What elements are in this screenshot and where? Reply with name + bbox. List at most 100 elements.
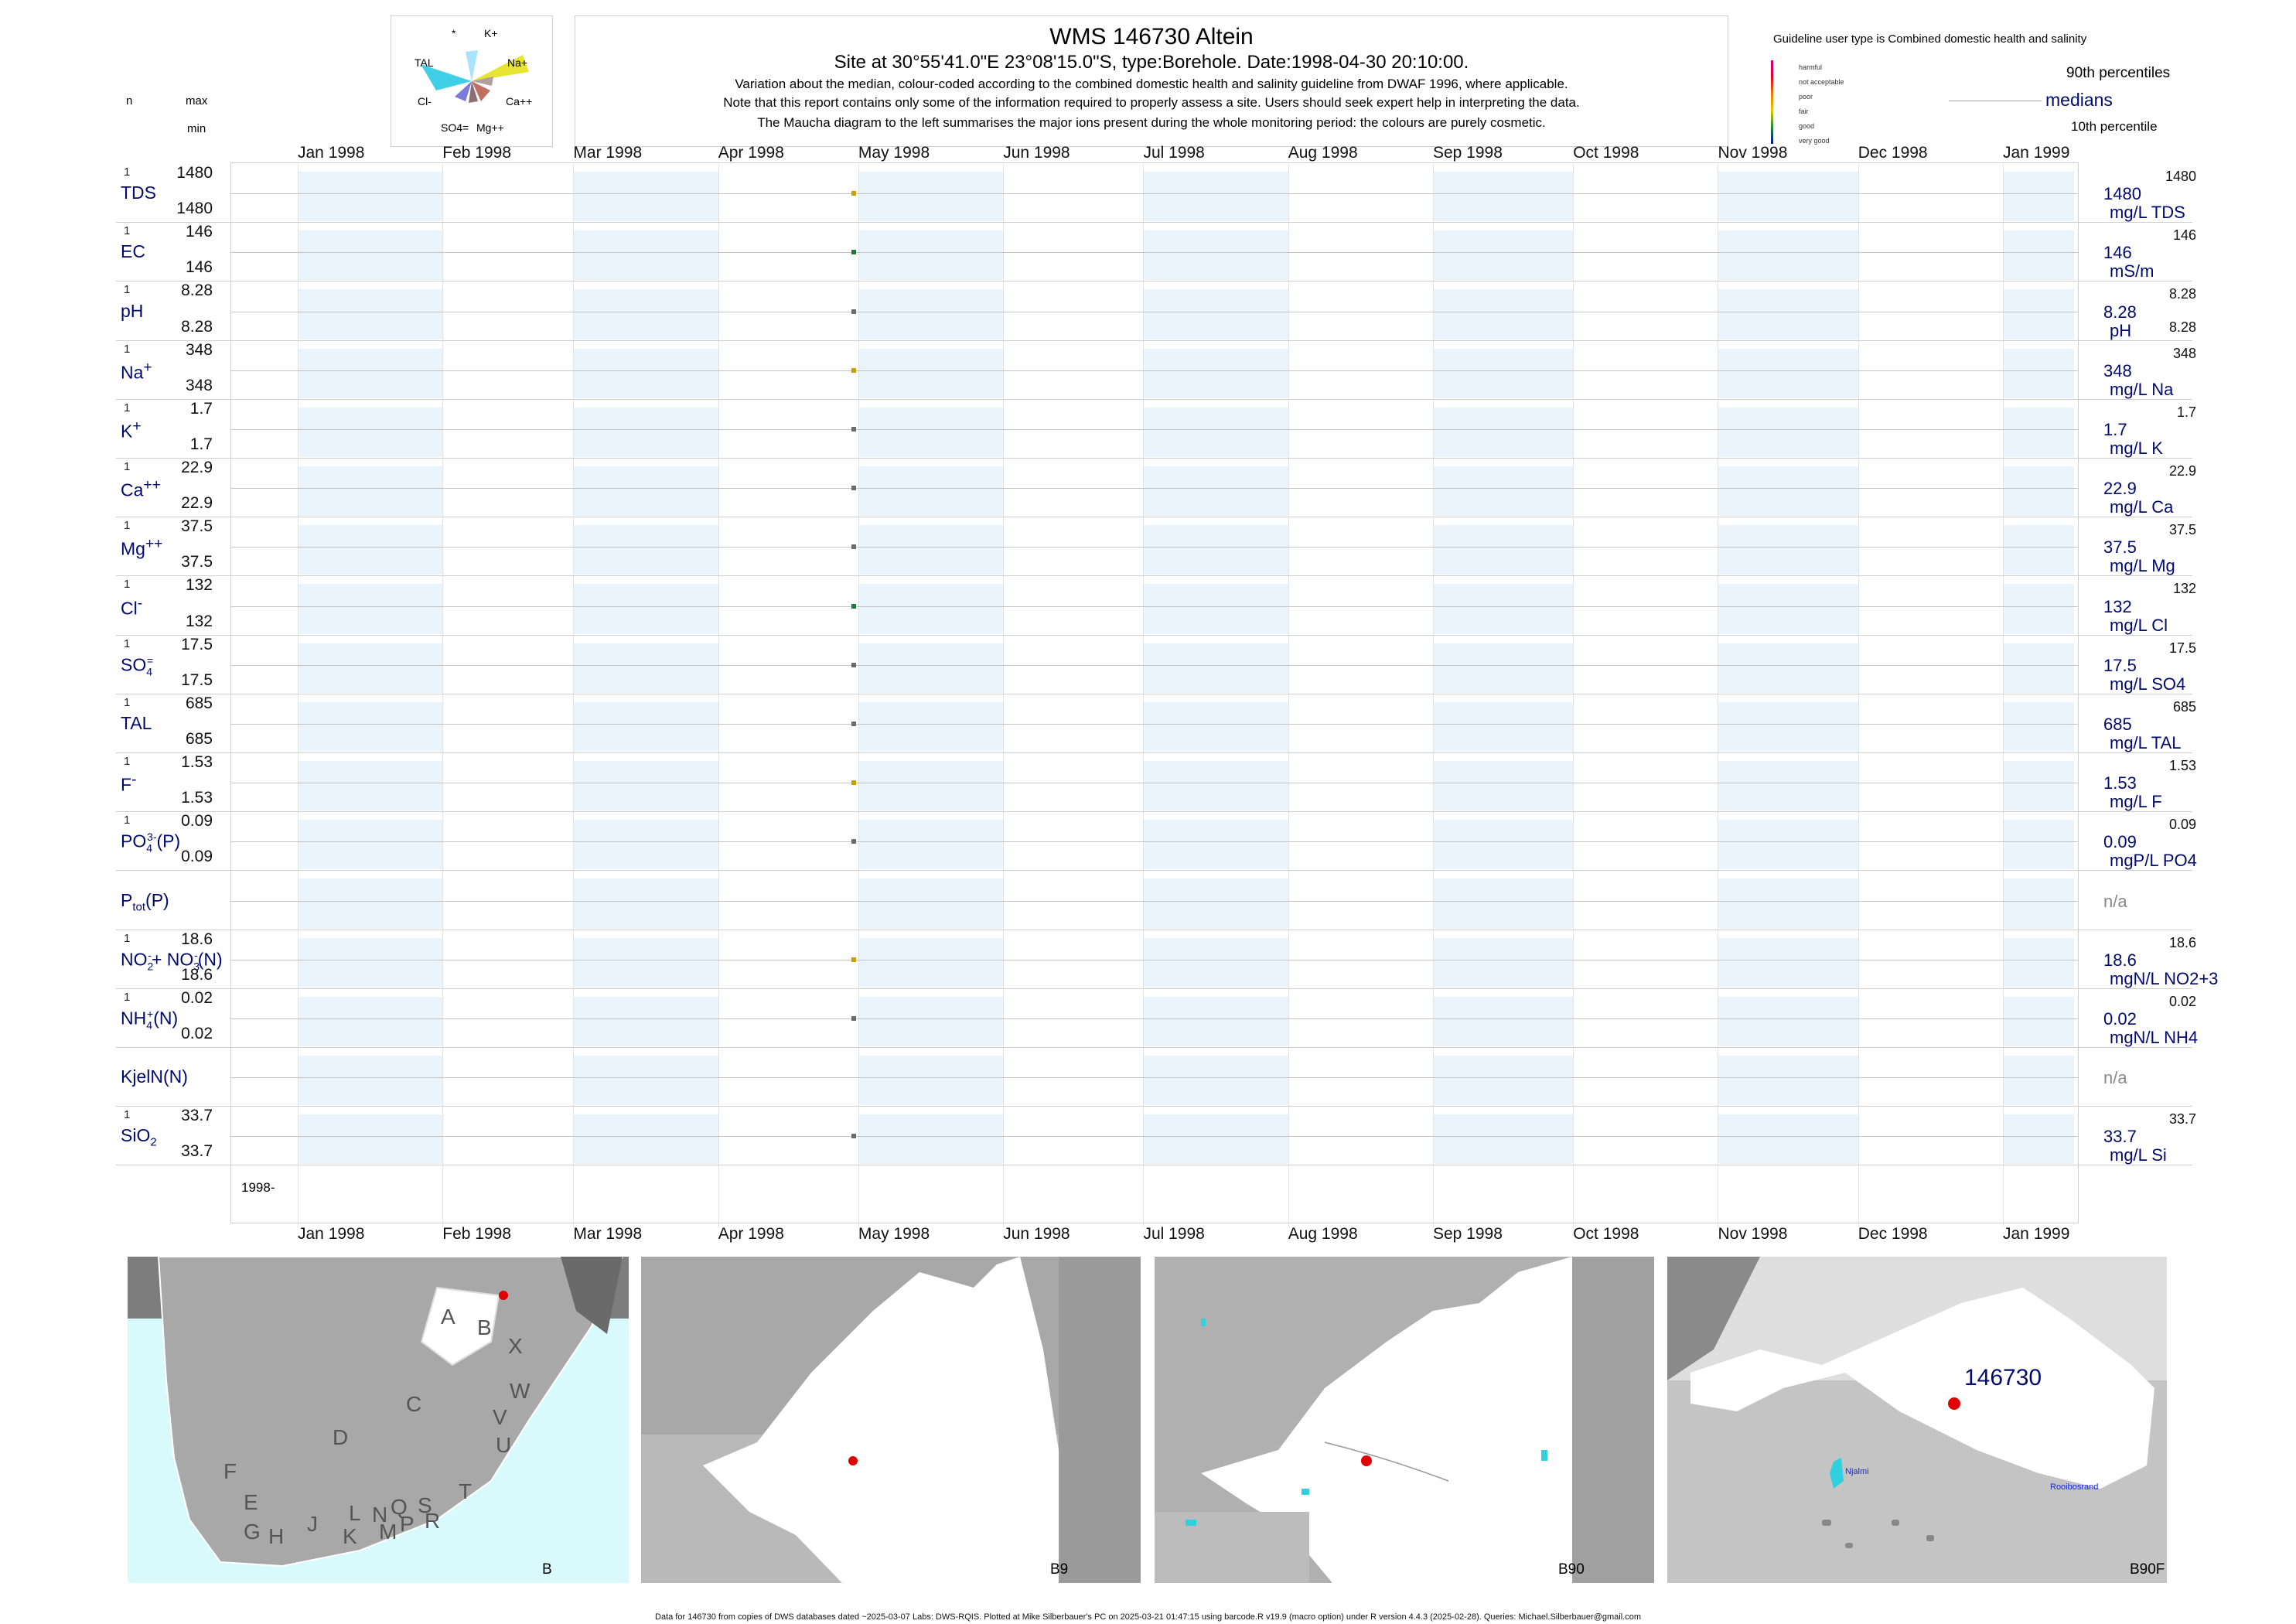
median-line (230, 664, 2079, 666)
map-b90-caption: B90 (1558, 1561, 1585, 1578)
unit-label: mg/L F (2110, 792, 2162, 812)
median-line (230, 193, 2079, 195)
data-point (851, 191, 856, 196)
p90-value: 0.09 (2168, 817, 2196, 833)
month-band (858, 289, 1004, 339)
maucha-label-mg: Mg++ (476, 121, 504, 134)
title-box: WMS 146730 Altein Site at 30°55'41.0"E 2… (575, 15, 1728, 147)
parameter-label: TDS (121, 183, 156, 203)
month-band (1718, 289, 1858, 339)
sample-count: 1 (124, 342, 131, 356)
month-label-top: Sep 1998 (1432, 144, 1503, 162)
max-value: 1.53 (181, 753, 213, 771)
maucha-ca-segment (472, 77, 493, 86)
maucha-k-segment (466, 50, 478, 81)
region-letter: H (268, 1524, 285, 1548)
month-band (573, 996, 718, 1046)
month-band (2003, 643, 2074, 693)
month-band (1143, 289, 1288, 339)
median-line (230, 606, 2079, 607)
maucha-diagram (421, 50, 529, 103)
month-band (573, 289, 718, 339)
min-value: 1.53 (181, 789, 213, 807)
month-band (858, 348, 1004, 398)
parameter-label: NH4+(N) (121, 1007, 179, 1032)
map-panel-b90f[interactable]: 146730 Njalmi Rooibosrand B90F (1667, 1257, 2167, 1583)
map-panel-b9[interactable]: B9 (641, 1257, 1141, 1583)
max-value: 132 (185, 576, 213, 595)
region-letter: Q (391, 1495, 408, 1519)
month-band (1143, 1114, 1288, 1165)
median-value: 17.5 (2103, 655, 2137, 675)
median-line (230, 547, 2079, 548)
month-band (573, 407, 718, 457)
min-value: 0.02 (181, 1025, 213, 1042)
month-band (858, 584, 1004, 634)
month-band (573, 701, 718, 752)
min-value: 8.28 (181, 317, 213, 336)
median-line (230, 1077, 2079, 1079)
map-panel-b90[interactable]: B90 (1155, 1257, 1654, 1583)
month-band (1718, 937, 1858, 988)
map-b90-svg (1155, 1257, 1654, 1583)
unit-label: mg/L Na (2110, 379, 2174, 399)
parameter-label: NO2-+ NO3-(N) (121, 948, 223, 972)
month-band (2003, 230, 2074, 281)
month-band (298, 525, 443, 575)
data-point (851, 603, 856, 609)
month-band (858, 230, 1004, 281)
month-label-top: Jan 1998 (298, 144, 365, 162)
data-point (851, 309, 856, 314)
sample-count: 1 (124, 931, 131, 945)
month-band (2003, 525, 2074, 575)
row-separator (116, 870, 2192, 872)
month-gridline (718, 164, 719, 1228)
month-band (858, 996, 1004, 1046)
month-gridline (1003, 164, 1005, 1228)
max-value: 1.7 (189, 399, 213, 418)
month-band (298, 289, 443, 339)
p90-value: 132 (2172, 581, 2196, 597)
month-label-bottom: Jun 1998 (1003, 1225, 1070, 1243)
sample-count: 1 (124, 1108, 131, 1122)
region-letter: V (493, 1405, 507, 1429)
month-band (1143, 761, 1288, 811)
month-band (2003, 172, 2074, 222)
median-line (230, 900, 2079, 902)
month-label-bottom: Jul 1998 (1143, 1225, 1205, 1243)
month-gridline (1143, 164, 1145, 1228)
region-letter: W (510, 1379, 531, 1403)
month-band (2003, 701, 2074, 752)
month-band (858, 466, 1004, 517)
month-band (1718, 1114, 1858, 1165)
month-band (858, 879, 1004, 929)
min-value: 0.09 (181, 848, 213, 866)
month-band (1432, 643, 1574, 693)
description-line-3: The Maucha diagram to the left summarise… (757, 115, 1546, 130)
median-value: 0.02 (2103, 1008, 2137, 1029)
median-value: 1.7 (2103, 419, 2127, 439)
min-value: 18.6 (181, 965, 213, 984)
region-letter: X (508, 1334, 523, 1358)
region-letter: M (379, 1520, 397, 1544)
month-label-bottom: May 1998 (858, 1225, 930, 1243)
month-band (2003, 348, 2074, 398)
max-value: 8.28 (181, 281, 213, 300)
month-label-bottom: Oct 1998 (1573, 1225, 1639, 1243)
max-value: 0.02 (181, 988, 213, 1007)
region-letter: R (425, 1509, 441, 1533)
map-b-svg (128, 1257, 629, 1568)
month-label-bottom: Nov 1998 (1718, 1225, 1788, 1243)
p90-value: 685 (2172, 698, 2196, 715)
data-point (851, 544, 856, 550)
month-band (2003, 1114, 2074, 1165)
month-band (1143, 348, 1288, 398)
guideline-title: Guideline user type is Combined domestic… (1773, 32, 2087, 46)
month-band (573, 172, 718, 222)
month-band (1432, 937, 1574, 988)
p90-value: 18.6 (2168, 934, 2196, 950)
region-letter: S (418, 1493, 432, 1517)
month-band (1432, 289, 1574, 339)
parameter-label: TAL (121, 712, 152, 733)
